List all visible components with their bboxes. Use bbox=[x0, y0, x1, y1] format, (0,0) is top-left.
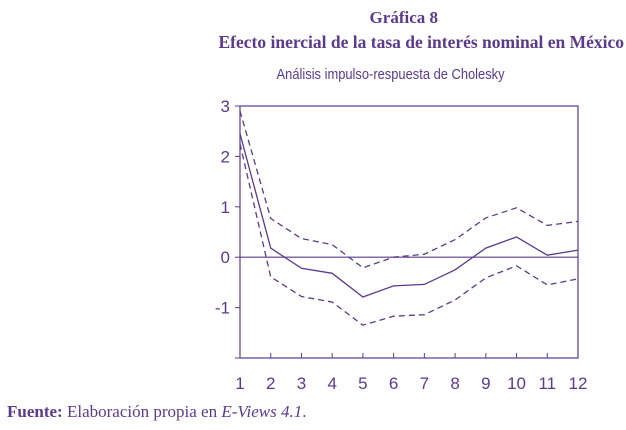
x-tick-label: 1 bbox=[235, 374, 244, 393]
x-tick-label: 4 bbox=[327, 374, 336, 393]
plot-frame bbox=[239, 105, 579, 359]
chart-subtitle: Análisis impulso-respuesta de Cholesky bbox=[276, 66, 505, 83]
x-tick-label: 9 bbox=[481, 374, 490, 393]
source-text: Elaboración propia en bbox=[62, 402, 222, 421]
x-tick-label: 10 bbox=[507, 374, 526, 393]
x-tick-label: 2 bbox=[266, 374, 275, 393]
source-software: E-Views 4.1 bbox=[221, 402, 303, 421]
y-tick-label: 1 bbox=[221, 198, 230, 217]
chart-axes bbox=[239, 105, 579, 359]
y-tick-label: 0 bbox=[221, 248, 230, 267]
chart-title-line2: Efecto inercial de la tasa de interés no… bbox=[218, 32, 624, 52]
y-tick-label: -1 bbox=[215, 299, 230, 318]
chart-title-line1: Gráfica 8 bbox=[369, 8, 438, 27]
impulse-response-line bbox=[239, 133, 579, 298]
x-tick-label: 6 bbox=[389, 374, 398, 393]
source-note: Fuente: Elaboración propia en E-Views 4.… bbox=[7, 402, 306, 422]
y-tick-label: 2 bbox=[221, 147, 230, 166]
confidence-band-line bbox=[239, 143, 579, 326]
source-text-end: . bbox=[302, 402, 307, 421]
x-tick-label: 7 bbox=[420, 374, 429, 393]
y-tick-label: 3 bbox=[221, 97, 230, 116]
x-tick-label: 8 bbox=[450, 374, 459, 393]
x-tick-label: 11 bbox=[538, 374, 556, 393]
x-tick-label: 5 bbox=[358, 374, 367, 393]
source-label: Fuente: bbox=[7, 402, 63, 421]
confidence-band-line bbox=[239, 110, 579, 269]
x-tick-label: 12 bbox=[569, 374, 588, 393]
x-tick-label: 3 bbox=[297, 374, 306, 393]
chart-series bbox=[239, 110, 579, 326]
